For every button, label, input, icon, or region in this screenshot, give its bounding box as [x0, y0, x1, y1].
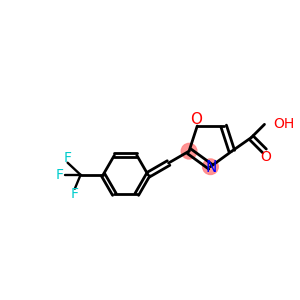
- Text: F: F: [71, 188, 79, 201]
- Circle shape: [181, 143, 197, 159]
- Text: N: N: [205, 160, 217, 175]
- Circle shape: [203, 159, 218, 175]
- Text: OH: OH: [273, 117, 294, 131]
- Text: F: F: [56, 168, 64, 182]
- Text: F: F: [64, 151, 72, 164]
- Text: O: O: [190, 112, 202, 127]
- Text: O: O: [260, 150, 271, 164]
